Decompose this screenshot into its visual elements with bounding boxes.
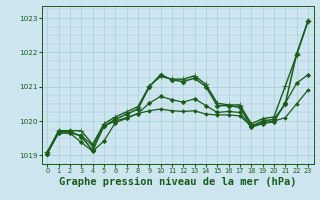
X-axis label: Graphe pression niveau de la mer (hPa): Graphe pression niveau de la mer (hPa) xyxy=(59,177,296,187)
